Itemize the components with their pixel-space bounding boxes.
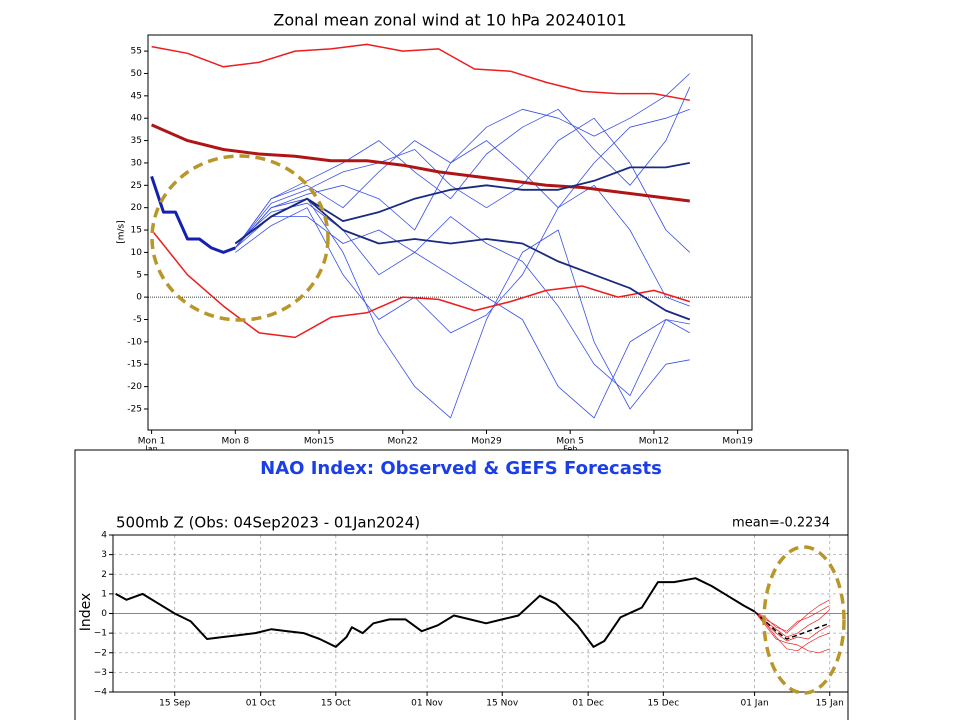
data-line [754,605,830,632]
x-tick-label: 15 Sep [159,699,191,709]
x-tick-label: Mon29 [471,437,502,447]
y-tick-label: 5 [136,270,142,280]
month-label: Feb [563,445,577,454]
nao-chart: −4 −3 −2 −1 0 1 2 3 4 15 Sep 01 Oct 15 Oct 01 Nov 15 … [78,458,849,709]
y-tick-label: 4 [101,531,107,541]
data-line [150,123,690,203]
zonal-wind-chart: -25 -20 -15 -10 -5 0 5 10 15 20 25 30 35 40 45 50 55 Mon … [117,11,754,454]
x-tick-label: 01 Dec [572,699,604,709]
y-tick-label: 1 [101,589,107,599]
y-axis-label: [m/s] [117,220,127,244]
data-line [754,610,830,640]
highlight-ellipse [150,154,330,322]
data-line [754,611,830,654]
data-line [754,599,830,634]
data-line [754,611,830,642]
y-tick-label: −4 [94,688,108,698]
x-tick-label: 01 Oct [246,699,276,709]
data-line [235,216,690,419]
y-tick-label: 45 [131,91,142,101]
plot-frame [147,34,753,431]
data-line [234,197,691,321]
x-tick-label: 01 Nov [411,699,444,709]
x-tick-label: 15 Nov [486,699,519,709]
y-tick-label: 35 [131,136,142,146]
data-line [150,175,236,254]
month-label: Jan [144,445,157,454]
x-tick-label: Mon19 [722,437,753,447]
x-tick-label: Mon 1 [138,437,166,447]
y-tick-label: 55 [131,47,142,57]
chart-subtitle: 500mb Z (Obs: 04Sep2023 - 01Jan2024) [116,514,420,532]
data-line [234,117,691,253]
chart-title: NAO Index: Observed & GEFS Forecasts [260,458,662,479]
y-tick-label: 0 [101,609,107,619]
x-tick-label: Mon12 [639,437,669,447]
x-tick-label: 15 Jan [816,699,844,709]
x-tick-label: 01 Jan [740,699,768,709]
data-line [754,611,830,652]
y-tick-label: 0 [136,293,142,303]
x-tick-label: Mon15 [304,437,334,447]
y-tick-label: 2 [101,570,107,580]
x-tick-label: Mon 8 [222,437,250,447]
x-tick-label: Mon 5 [556,437,584,447]
y-tick-label: 25 [131,181,142,191]
y-tick-label: -20 [127,382,142,392]
data-line [234,73,691,249]
y-tick-label: -10 [127,337,142,347]
x-tick-label: 15 Dec [647,699,679,709]
y-tick-label: 20 [131,203,143,213]
data-line [235,202,690,396]
x-tick-label: Mon22 [388,437,418,447]
data-line [235,184,690,334]
x-tick-label: 15 Oct [321,699,351,709]
y-tick-label: 40 [131,114,143,124]
y-axis-label: Index [78,593,94,632]
data-line [151,43,690,102]
y-tick-label: 10 [131,248,143,258]
y-tick-label: 50 [131,69,143,79]
y-tick-label: -5 [133,315,142,325]
y-tick-label: -25 [127,404,142,414]
data-line [234,162,690,245]
plot-frame [112,534,849,693]
y-tick-label: -15 [127,360,142,370]
y-tick-label: −1 [94,629,107,639]
y-tick-label: 15 [131,226,142,236]
annotation: mean=-0.2234 [732,516,830,531]
y-tick-label: −2 [94,648,107,658]
y-tick-label: 30 [131,158,143,168]
highlight-ellipse [762,545,846,695]
chart-title: Zonal mean zonal wind at 10 hPa 20240101 [273,11,626,30]
y-tick-label: 3 [101,550,107,560]
y-tick-label: −3 [94,668,107,678]
data-line [115,577,756,648]
